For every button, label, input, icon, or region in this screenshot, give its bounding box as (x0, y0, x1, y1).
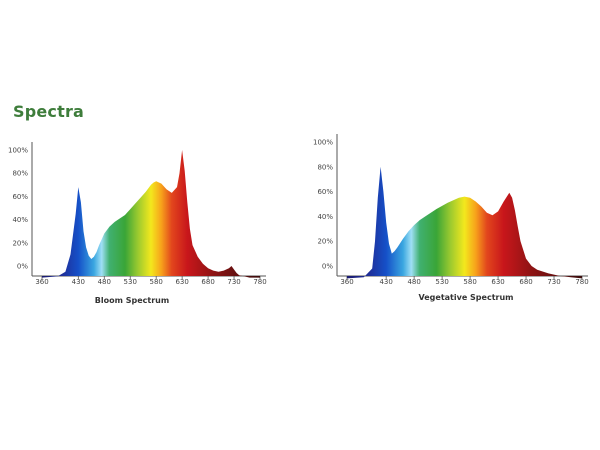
spectrum-area (42, 150, 260, 278)
x-tick-label: 430 (72, 278, 85, 286)
x-tick-label: 630 (491, 278, 504, 286)
x-tick-label: 680 (201, 278, 214, 286)
chart-caption: Bloom Spectrum (95, 296, 169, 305)
page-heading: Spectra (13, 102, 85, 121)
y-tick-label: 40% (317, 213, 333, 221)
y-tick-label: 0% (17, 263, 28, 271)
x-tick-label: 360 (35, 278, 48, 286)
x-tick-label: 480 (98, 278, 111, 286)
y-tick-label: 80% (12, 170, 28, 178)
y-tick-label: 100% (8, 147, 28, 155)
x-tick-label: 530 (124, 278, 137, 286)
x-tick-label: 630 (175, 278, 188, 286)
x-tick-label: 430 (379, 278, 392, 286)
x-tick-label: 680 (519, 278, 532, 286)
x-tick-label: 730 (547, 278, 560, 286)
x-tick-label: 580 (463, 278, 476, 286)
y-tick-label: 60% (12, 193, 28, 201)
x-tick-label: 730 (227, 278, 240, 286)
y-tick-label: 20% (317, 238, 333, 246)
x-tick-label: 480 (407, 278, 420, 286)
x-tick-label: 780 (575, 278, 588, 286)
x-tick-label: 580 (150, 278, 163, 286)
y-tick-label: 20% (12, 239, 28, 247)
chart-caption: Vegetative Spectrum (418, 293, 513, 302)
x-tick-label: 530 (435, 278, 448, 286)
y-tick-label: 60% (317, 188, 333, 196)
spectrum-area (347, 166, 582, 279)
x-tick-label: 780 (253, 278, 266, 286)
x-tick-label: 360 (340, 278, 353, 286)
y-tick-label: 40% (12, 216, 28, 224)
y-tick-label: 100% (313, 139, 333, 147)
y-tick-label: 80% (317, 163, 333, 171)
y-tick-label: 0% (322, 263, 333, 271)
